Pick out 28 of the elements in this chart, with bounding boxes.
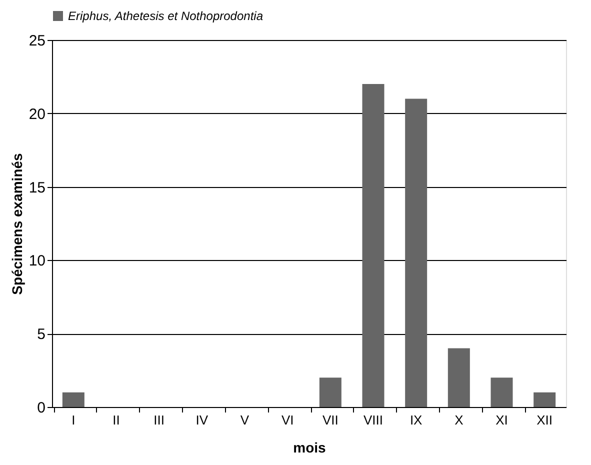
bar [534,392,556,407]
y-tick-label: 0 [37,400,46,416]
y-tick-label: 25 [28,32,46,50]
bar [362,84,384,407]
y-axis-title: Spécimens examinés [8,152,25,295]
x-tick-label: XII [536,412,553,428]
x-tick-label: IX [410,412,423,428]
bar [62,392,84,407]
y-tick-label: 5 [37,326,46,344]
y-tick-label: 20 [28,106,46,123]
y-tick-label: 10 [28,252,46,270]
x-tick-label: VII [322,412,338,428]
x-axis-title: mois [293,440,326,456]
bar [405,98,428,407]
y-tick-label: 15 [28,179,46,196]
x-tick-label: XI [496,412,508,428]
x-tick-label: V [240,412,250,428]
bar [448,348,470,407]
x-tick-label: VI [281,412,294,428]
x-tick-label: VIII [363,412,384,428]
legend-label: Eriphus, Athetesis et Nothoprodontia [68,9,264,23]
x-tick-label: I [72,412,76,428]
x-tick-label: X [454,412,464,428]
bar [490,378,513,407]
x-tick-label: II [112,412,120,428]
x-tick-label: IV [196,412,208,428]
bar [319,378,342,407]
x-tick-label: III [154,412,165,428]
